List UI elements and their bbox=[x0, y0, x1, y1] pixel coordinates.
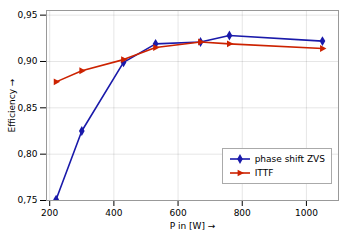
svg-text:0,80: 0,80 bbox=[17, 149, 37, 159]
svg-text:0,75: 0,75 bbox=[17, 195, 37, 205]
svg-text:Efficiency →: Efficiency → bbox=[7, 78, 17, 132]
svg-text:0,90: 0,90 bbox=[17, 56, 37, 66]
svg-text:0,85: 0,85 bbox=[17, 103, 37, 113]
svg-text:0,95: 0,95 bbox=[17, 10, 37, 20]
svg-text:P in [W] →: P in [W] → bbox=[170, 221, 216, 231]
svg-text:800: 800 bbox=[234, 208, 251, 218]
svg-text:1000: 1000 bbox=[295, 208, 318, 218]
svg-text:400: 400 bbox=[105, 208, 122, 218]
html-text:phase shift ZVS: phase shift ZVS bbox=[254, 154, 325, 164]
svg-text:200: 200 bbox=[41, 208, 58, 218]
svg-text:600: 600 bbox=[169, 208, 186, 218]
html-text:ITTF: ITTF bbox=[254, 168, 274, 178]
